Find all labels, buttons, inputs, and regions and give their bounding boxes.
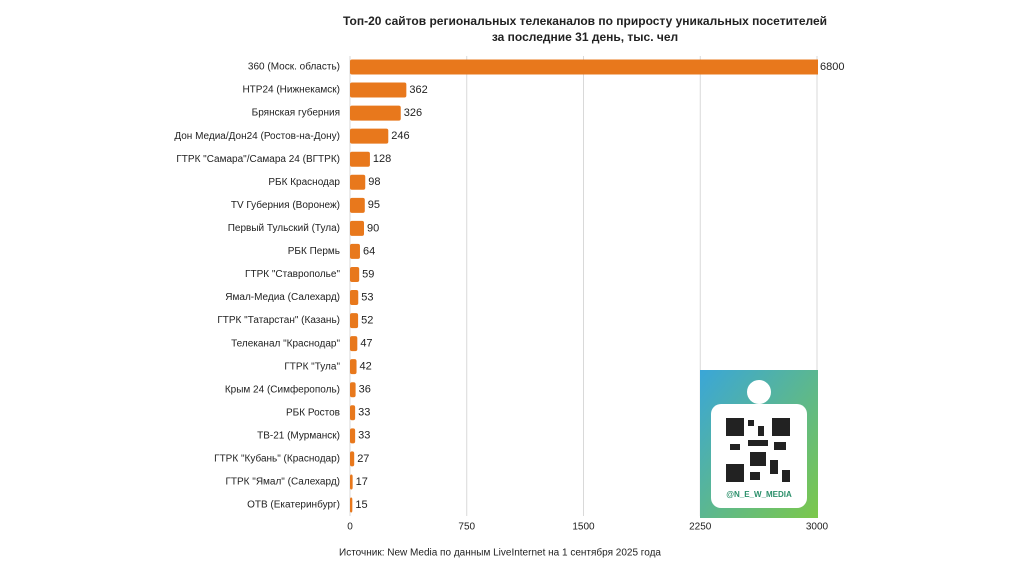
x-tick-label: 3000 — [806, 522, 829, 533]
bar — [350, 266, 360, 282]
bar — [350, 474, 353, 490]
bar — [350, 151, 370, 167]
y-tick-label: ГТРК "Тула" — [284, 361, 340, 372]
bar — [350, 243, 360, 259]
y-tick-label: Телеканал "Краснодар" — [231, 338, 340, 349]
value-label: 33 — [358, 407, 370, 419]
value-label: 98 — [368, 176, 380, 188]
value-label: 90 — [367, 222, 379, 234]
y-tick-label: РБК Пермь — [288, 246, 340, 257]
value-label: 6800 — [820, 61, 844, 73]
bar — [350, 405, 356, 421]
value-label: 246 — [391, 130, 409, 142]
y-tick-label: 360 (Моск. область) — [248, 61, 340, 73]
chart-title: Топ-20 сайтов региональных телеканалов п… — [343, 14, 827, 28]
y-tick-label: ГТРК "Самара"/Самара 24 (ВГТРК) — [176, 154, 340, 165]
y-tick-label: ОТВ (Екатеринбург) — [247, 499, 340, 511]
bar — [350, 359, 357, 375]
value-label: 36 — [359, 384, 371, 396]
bar — [350, 220, 365, 236]
bar — [350, 290, 359, 306]
y-tick-label: Дон Медиа/Дон24 (Ростов-на-Дону) — [174, 131, 340, 142]
x-tick-label: 0 — [347, 522, 353, 533]
bar — [350, 497, 353, 513]
qr-code — [726, 418, 790, 482]
y-tick-label: НТР24 (Нижнекамск) — [242, 85, 340, 96]
value-label: 15 — [355, 499, 367, 511]
bar — [350, 105, 401, 121]
bar — [350, 174, 366, 190]
watermark-box: @N_E_W_MEDIA — [700, 370, 818, 518]
logo — [747, 380, 771, 404]
x-tick-label: 1500 — [572, 522, 595, 533]
x-tick-label: 2250 — [689, 522, 712, 533]
y-tick-label: Ямал-Медиа (Салехард) — [225, 292, 340, 303]
value-label: 326 — [404, 107, 422, 119]
x-tick-label: 750 — [458, 522, 475, 533]
y-tick-label: Первый Тульский (Тула) — [228, 223, 340, 234]
bar — [350, 59, 818, 75]
y-tick-label: ГТРК "Ямал" (Салехард) — [225, 477, 340, 488]
y-tick-label: ГТРК "Кубань" (Краснодар) — [214, 453, 340, 465]
y-tick-label: ТВ-21 (Мурманск) — [257, 430, 340, 441]
value-label: 17 — [356, 476, 368, 488]
value-label: 95 — [368, 199, 380, 211]
bar — [350, 197, 365, 213]
y-tick-label: РБК Ростов — [286, 407, 340, 418]
bar — [350, 128, 389, 144]
value-label: 47 — [360, 338, 372, 350]
value-label: 52 — [361, 314, 373, 326]
y-tick-label: Крым 24 (Симферополь) — [225, 383, 340, 395]
value-label: 33 — [358, 430, 370, 442]
value-label: 59 — [362, 268, 374, 280]
value-label: 362 — [409, 84, 427, 96]
bar — [350, 382, 356, 398]
bars — [350, 59, 818, 513]
value-label: 53 — [361, 291, 373, 303]
y-tick-label: РБК Краснодар — [268, 177, 340, 188]
value-label: 64 — [363, 245, 375, 257]
y-tick-label: TV Губерния (Воронеж) — [231, 199, 340, 211]
y-tick-label: Брянская губерния — [252, 107, 340, 119]
bar — [350, 451, 355, 467]
value-label: 128 — [373, 153, 391, 165]
bar — [350, 336, 358, 352]
bar — [350, 428, 356, 444]
y-tick-label: ГТРК "Татарстан" (Казань) — [217, 315, 340, 326]
value-label: 27 — [357, 453, 369, 465]
bar — [350, 313, 359, 329]
value-label: 42 — [360, 361, 372, 373]
y-tick-label: ГТРК "Ставрополье" — [245, 269, 340, 280]
source-note: Источник: New Media по данным LiveIntern… — [339, 547, 661, 559]
bar — [350, 82, 407, 98]
chart-subtitle: за последние 31 день, тыс. чел — [492, 30, 678, 44]
watermark-handle: @N_E_W_MEDIA — [726, 490, 792, 499]
